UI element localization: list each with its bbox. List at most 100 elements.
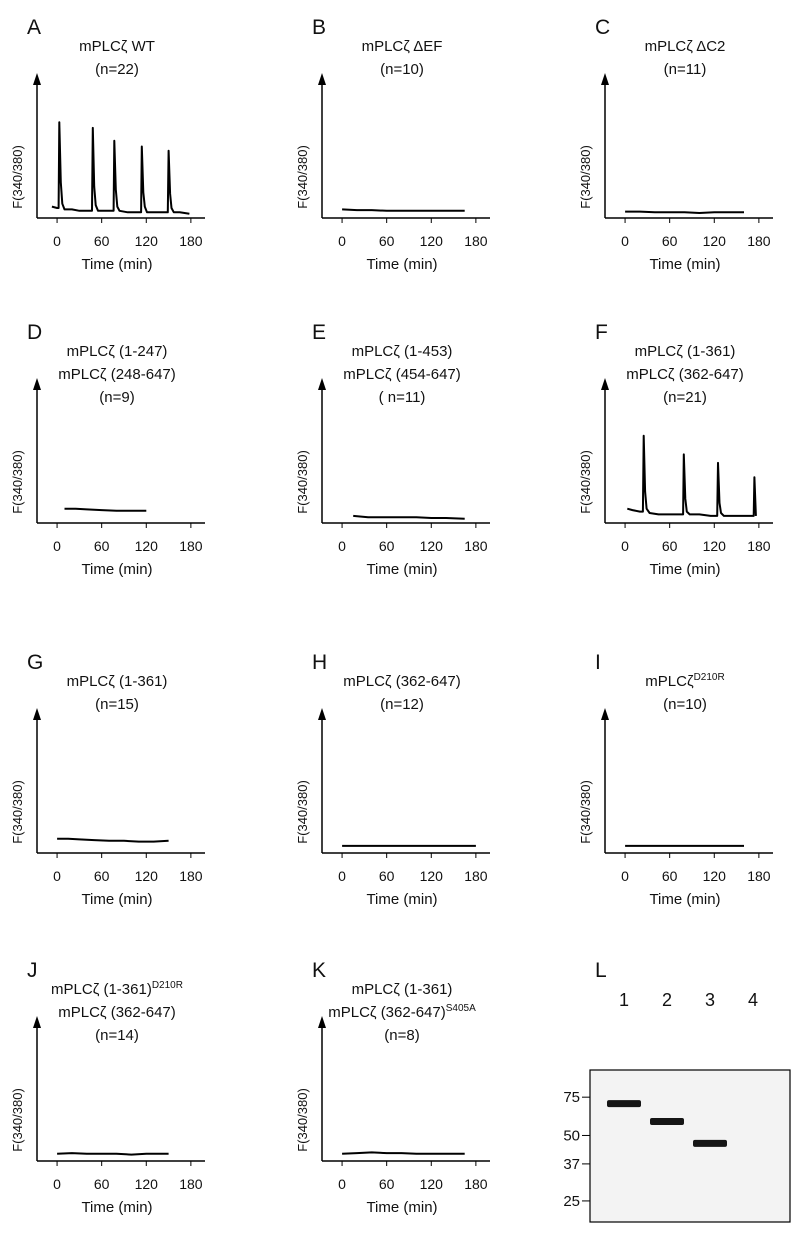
panel-letter: A <box>27 16 41 39</box>
lane-label: 1 <box>619 990 629 1010</box>
panel-title: mPLCζ (1-361) <box>67 673 168 690</box>
panel-letter: H <box>312 651 327 674</box>
panel-title: (n=10) <box>380 61 424 78</box>
y-axis-arrow <box>33 708 41 720</box>
y-axis-label: F(340/380) <box>295 780 310 844</box>
panel-title: (n=9) <box>99 389 134 406</box>
y-axis-label: F(340/380) <box>578 780 593 844</box>
y-axis-arrow <box>601 378 609 390</box>
x-tick-label: 60 <box>94 868 110 884</box>
x-tick-label: 60 <box>662 538 678 554</box>
panel-title: mPLCζ (362-647) <box>626 366 744 383</box>
panel-letter: F <box>595 321 608 344</box>
x-tick-label: 0 <box>53 868 61 884</box>
x-tick-label: 60 <box>662 868 678 884</box>
title-superscript: D210R <box>152 980 183 991</box>
x-axis-label: Time (min) <box>81 891 152 908</box>
x-tick-label: 180 <box>747 538 771 554</box>
x-tick-label: 0 <box>621 868 629 884</box>
panel-title: mPLCζD210R <box>645 672 724 690</box>
panel-title: mPLCζ (1-453) <box>352 343 453 360</box>
panel-letter: C <box>595 16 610 39</box>
x-tick-label: 0 <box>338 233 346 249</box>
x-tick-label: 60 <box>94 538 110 554</box>
y-axis-arrow <box>318 1016 326 1028</box>
x-tick-label: 180 <box>464 233 488 249</box>
y-axis-label: F(340/380) <box>578 450 593 514</box>
panel-letter: K <box>312 959 326 982</box>
x-tick-label: 180 <box>179 868 203 884</box>
y-axis-arrow <box>318 378 326 390</box>
band <box>650 1117 684 1125</box>
x-tick-label: 60 <box>379 1176 395 1192</box>
band <box>607 1100 641 1108</box>
panel-title: (n=11) <box>664 61 707 78</box>
x-tick-label: 60 <box>94 233 110 249</box>
x-axis-label: Time (min) <box>366 1199 437 1216</box>
y-axis-label: F(340/380) <box>10 145 25 209</box>
x-axis-label: Time (min) <box>366 561 437 578</box>
trace <box>51 121 190 215</box>
x-tick-label: 0 <box>53 1176 61 1192</box>
panel-title: mPLCζ (362-647) <box>343 673 461 690</box>
panel-title: mPLCζ (1-361) <box>352 981 453 998</box>
x-tick-label: 60 <box>94 1176 110 1192</box>
panel-title: (n=8) <box>384 1027 419 1044</box>
marker-label: 25 <box>563 1193 580 1210</box>
panel-title: mPLCζ (362-647) <box>58 1004 176 1021</box>
x-tick-label: 180 <box>464 868 488 884</box>
title-superscript: D210R <box>694 672 725 683</box>
panel-letter: B <box>312 16 326 39</box>
panel-title: (n=22) <box>95 61 139 78</box>
title-text: mPLCζ <box>645 673 694 690</box>
x-axis-label: Time (min) <box>81 1199 152 1216</box>
x-tick-label: 120 <box>703 868 727 884</box>
panel-letter: I <box>595 651 601 674</box>
y-axis-arrow <box>601 708 609 720</box>
y-axis-label: F(340/380) <box>295 145 310 209</box>
y-axis-arrow <box>33 73 41 85</box>
panel-letter: D <box>27 321 42 344</box>
lane-label: 3 <box>705 990 715 1010</box>
x-tick-label: 120 <box>420 233 444 249</box>
panel-title: mPLCζ (1-247) <box>67 343 168 360</box>
x-tick-label: 120 <box>703 538 727 554</box>
x-axis-label: Time (min) <box>649 256 720 273</box>
panel-letter: J <box>27 959 38 982</box>
x-tick-label: 120 <box>135 538 159 554</box>
x-tick-label: 180 <box>747 233 771 249</box>
y-axis-arrow <box>318 73 326 85</box>
panel-title: (n=12) <box>380 696 424 713</box>
panel-title: mPLCζ (362-647)S405A <box>328 1003 476 1021</box>
x-tick-label: 0 <box>338 868 346 884</box>
x-tick-label: 0 <box>338 538 346 554</box>
blot-membrane <box>589 1069 791 1223</box>
x-axis-label: Time (min) <box>81 256 152 273</box>
x-tick-label: 180 <box>179 538 203 554</box>
title-text: mPLCζ (1-361) <box>51 981 152 998</box>
band <box>693 1139 727 1147</box>
x-tick-label: 120 <box>420 868 444 884</box>
x-axis-label: Time (min) <box>81 561 152 578</box>
panel-title: (n=15) <box>95 696 139 713</box>
panel-title: mPLCζ WT <box>79 38 155 55</box>
panel-title: mPLCζ ΔEF <box>362 38 443 55</box>
panel-letter: G <box>27 651 43 674</box>
x-tick-label: 60 <box>379 538 395 554</box>
lane-label: 2 <box>662 990 672 1010</box>
x-tick-label: 0 <box>53 538 61 554</box>
x-tick-label: 120 <box>135 233 159 249</box>
title-superscript: S405A <box>446 1003 476 1014</box>
y-axis-label: F(340/380) <box>578 145 593 209</box>
marker-label: 50 <box>563 1127 580 1144</box>
x-tick-label: 120 <box>135 1176 159 1192</box>
y-axis-label: F(340/380) <box>295 450 310 514</box>
x-tick-label: 60 <box>379 233 395 249</box>
x-tick-label: 180 <box>464 538 488 554</box>
x-axis-label: Time (min) <box>649 561 720 578</box>
trace <box>625 210 744 214</box>
x-tick-label: 0 <box>621 538 629 554</box>
x-tick-label: 120 <box>135 868 159 884</box>
panel-title: mPLCζ (1-361) <box>635 343 736 360</box>
trace <box>353 514 465 520</box>
